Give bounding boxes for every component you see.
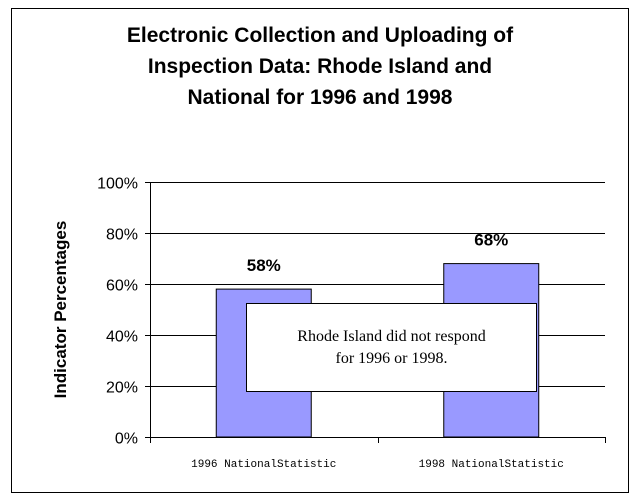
y-tick-label: 40% [106,329,138,346]
chart-title-line-1: Electronic Collection and Uploading of [126,24,514,47]
x-tick-label: 1998 NationalStatistic [419,459,564,471]
data-label: 68% [474,231,508,250]
annotation-line-2: for 1996 or 1998. [335,349,448,367]
y-tick-label: 80% [106,227,138,244]
data-label: 58% [247,256,281,275]
chart-title-line-2: Inspection Data: Rhode Island and [147,55,493,78]
y-tick-label: 0% [115,431,138,448]
chart-title-line-3: National for 1996 and 1998 [187,86,453,109]
chart-title: Electronic Collection and Uploading of I… [11,20,629,113]
annotation-box: Rhode Island did not respond for 1996 or… [246,303,537,392]
y-tick-label: 60% [106,278,138,295]
y-tick-label: 20% [106,380,138,397]
annotation-line-1: Rhode Island did not respond [297,327,486,345]
y-axis-label: Indicator Percentages [51,221,70,399]
x-tick-label: 1996 NationalStatistic [191,459,336,471]
y-tick-label: 100% [97,176,138,193]
chart-frame [11,8,629,493]
